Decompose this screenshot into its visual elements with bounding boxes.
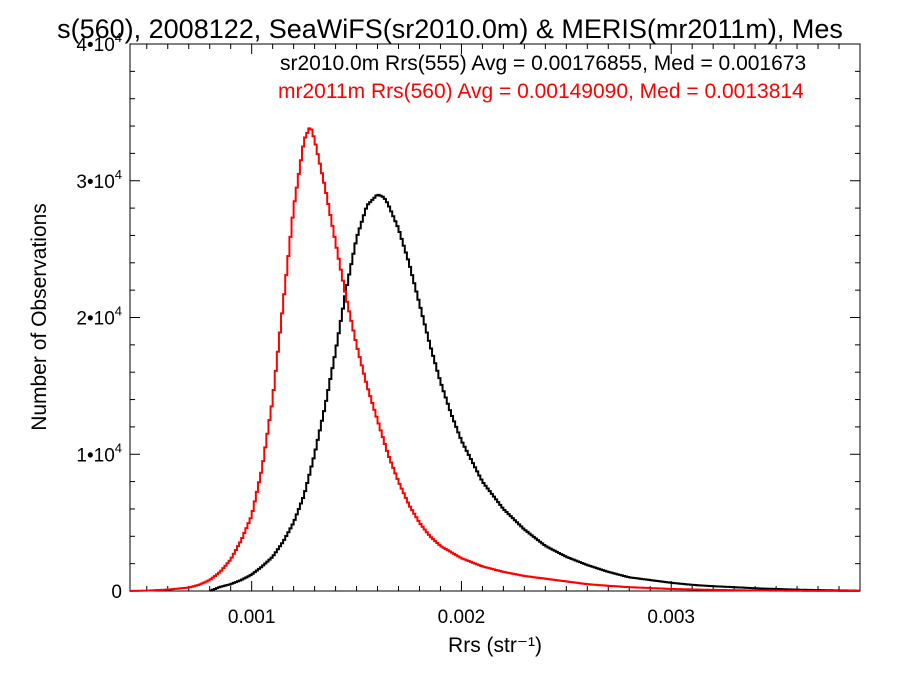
y-tick-label: 2•104 bbox=[76, 304, 122, 330]
y-tick-label: 4•104 bbox=[76, 30, 122, 56]
y-axis-label: Number of Observations bbox=[28, 203, 51, 431]
y-tick-label: 1•104 bbox=[76, 440, 122, 466]
chart-title: s(560), 2008122, SeaWiFS(sr2010.0m) & ME… bbox=[57, 14, 843, 44]
y-tick-label: 0 bbox=[111, 582, 122, 603]
legend-entry-red: mr2011m Rrs(560) Avg = 0.00149090, Med =… bbox=[278, 80, 804, 103]
x-axis-label: Rrs (str⁻¹) bbox=[448, 634, 542, 657]
ticks: 0.001 0.002 0.003 0 1•104 2•104 3•104 4•104 bbox=[76, 30, 861, 628]
series-sr2010-curve bbox=[209, 193, 860, 592]
plot-area bbox=[129, 43, 861, 592]
series-curves bbox=[130, 127, 860, 592]
x-tick-label: 0.002 bbox=[438, 607, 486, 628]
legend-entry-black: sr2010.0m Rrs(555) Avg = 0.00176855, Med… bbox=[280, 52, 806, 75]
x-tick-label: 0.003 bbox=[647, 607, 695, 628]
x-tick-label: 0.001 bbox=[228, 607, 276, 628]
y-tick-label: 3•104 bbox=[76, 167, 122, 193]
series-mr2011-curve bbox=[130, 127, 860, 592]
